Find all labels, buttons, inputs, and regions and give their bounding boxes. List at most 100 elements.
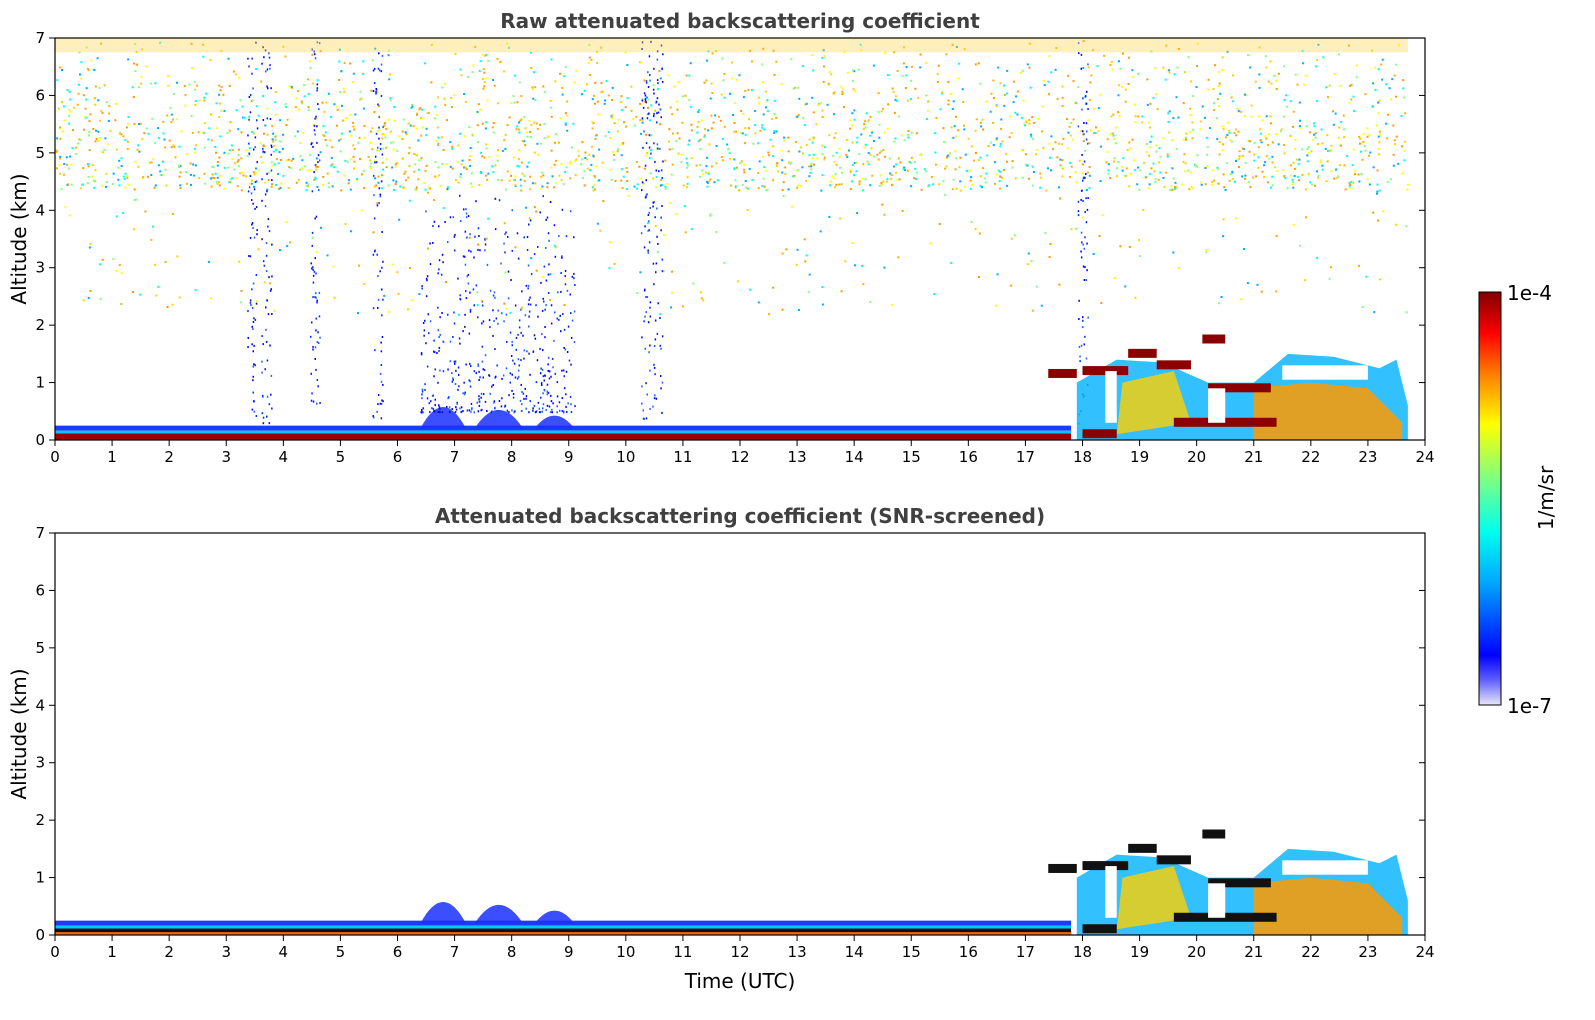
noise-dot [566,411,568,413]
noise-dot [960,189,963,192]
noise-dot [1171,188,1174,191]
noise-dot [1354,173,1356,176]
noise-dot [884,52,887,55]
noise-dot [648,146,651,149]
noise-dot [484,354,487,357]
noise-dot [648,112,650,115]
noise-dot [99,298,102,301]
noise-dot [867,120,870,123]
noise-dot [226,132,229,134]
noise-dot [1150,135,1153,138]
noise-dot [1020,116,1023,119]
noise-dot [677,81,680,84]
noise-dot [889,172,892,175]
noise-dot [910,156,913,159]
noise-dot [418,108,421,111]
noise-dot [255,41,257,44]
noise-dot [654,109,657,112]
noise-dot [489,326,491,329]
noise-dot [1234,217,1237,220]
noise-dot [68,114,70,117]
noise-dot [590,145,593,148]
noise-dot [702,173,705,176]
noise-dot [264,205,267,208]
noise-dot [878,184,881,187]
noise-dot [1131,138,1134,141]
noise-dot [453,322,456,325]
noise-dot [1082,177,1085,180]
noise-dot [252,202,254,205]
noise-dot [478,398,480,401]
noise-dot [371,59,374,62]
noise-dot [252,365,254,368]
noise-dot [191,67,193,69]
noise-dot [974,129,977,132]
noise-dot [826,103,829,106]
noise-dot [766,109,769,112]
noise-dot [504,233,506,236]
noise-dot [498,400,501,402]
noise-dot [1159,171,1162,174]
noise-dot [408,165,411,167]
noise-dot [438,404,440,407]
noise-dot [401,138,404,140]
noise-dot [523,397,525,400]
noise-dot [1155,144,1158,147]
noise-dot [203,172,206,175]
noise-dot [215,180,218,183]
noise-dot [311,142,313,145]
noise-dot [835,151,838,154]
noise-dot [216,161,219,163]
noise-dot [314,296,316,299]
noise-dot [271,145,273,148]
noise-dot [1249,140,1252,143]
noise-dot [379,402,382,405]
noise-dot [958,166,961,169]
noise-dot [1082,40,1085,42]
noise-dot [399,185,402,188]
noise-dot [768,313,770,316]
noise-dot [1121,85,1124,88]
noise-dot [1149,140,1152,143]
noise-dot [524,387,526,390]
noise-dot [1082,265,1085,268]
x-tick-label: 0 [50,448,60,466]
noise-dot [257,248,260,251]
noise-dot [518,326,521,329]
noise-dot [992,79,995,82]
noise-dot [660,179,663,181]
noise-dot [486,410,488,412]
noise-dot [607,131,610,134]
noise-dot [1042,147,1045,149]
noise-dot [230,144,233,147]
noise-dot [853,174,856,177]
noise-dot [249,94,252,97]
noise-dot [810,165,813,168]
feature-afternoon-cloud-layer [1048,334,1408,440]
noise-dot [1372,82,1375,85]
cloud-base [1048,863,1077,873]
noise-dot [373,174,375,177]
noise-dot [1395,63,1398,66]
noise-dot [1152,96,1155,99]
noise-dot [465,208,467,211]
noise-dot [91,164,94,167]
noise-dot [887,74,889,76]
noise-dot [530,123,533,126]
noise-dot [228,181,231,184]
noise-dot [59,66,61,69]
noise-dot [1267,133,1270,136]
noise-dot [235,177,238,180]
noise-dot [751,178,754,181]
noise-dot [467,273,470,276]
noise-dot [315,272,317,275]
noise-dot [1243,248,1246,250]
noise-dot [468,409,471,412]
noise-dot [1054,141,1057,144]
noise-dot [509,311,512,314]
noise-dot [312,345,314,348]
noise-dot [448,396,450,399]
noise-dot [311,244,313,247]
noise-dot [251,223,253,226]
noise-dot [562,183,565,186]
